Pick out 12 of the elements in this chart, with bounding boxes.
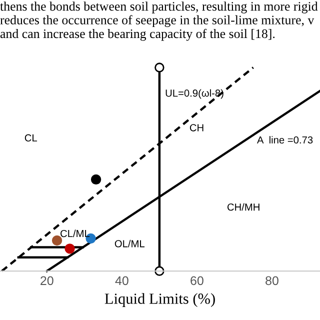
x-tick-label: 20 (40, 276, 54, 286)
x-tick-label: 60 (190, 276, 204, 286)
x-axis-title: Liquid Limits (%) (104, 293, 215, 307)
annotation: OL/ML (114, 240, 145, 248)
annotation: CL/ML (60, 230, 90, 238)
annotation: CH/MH (227, 203, 260, 211)
annotation: CH (190, 124, 204, 132)
annotation: CL (24, 134, 38, 142)
x-tick-label: 80 (266, 276, 278, 286)
annotation: A line =0.73 (256, 136, 313, 144)
text: thens the bonds between soil particles, resulting in more rigid reduces the occurrence of seepage in the soil-lime mixture, v and can increase the bearing capacity of the soil [18]. (0, 2, 318, 41)
x-tick-label: 40 (115, 276, 128, 286)
